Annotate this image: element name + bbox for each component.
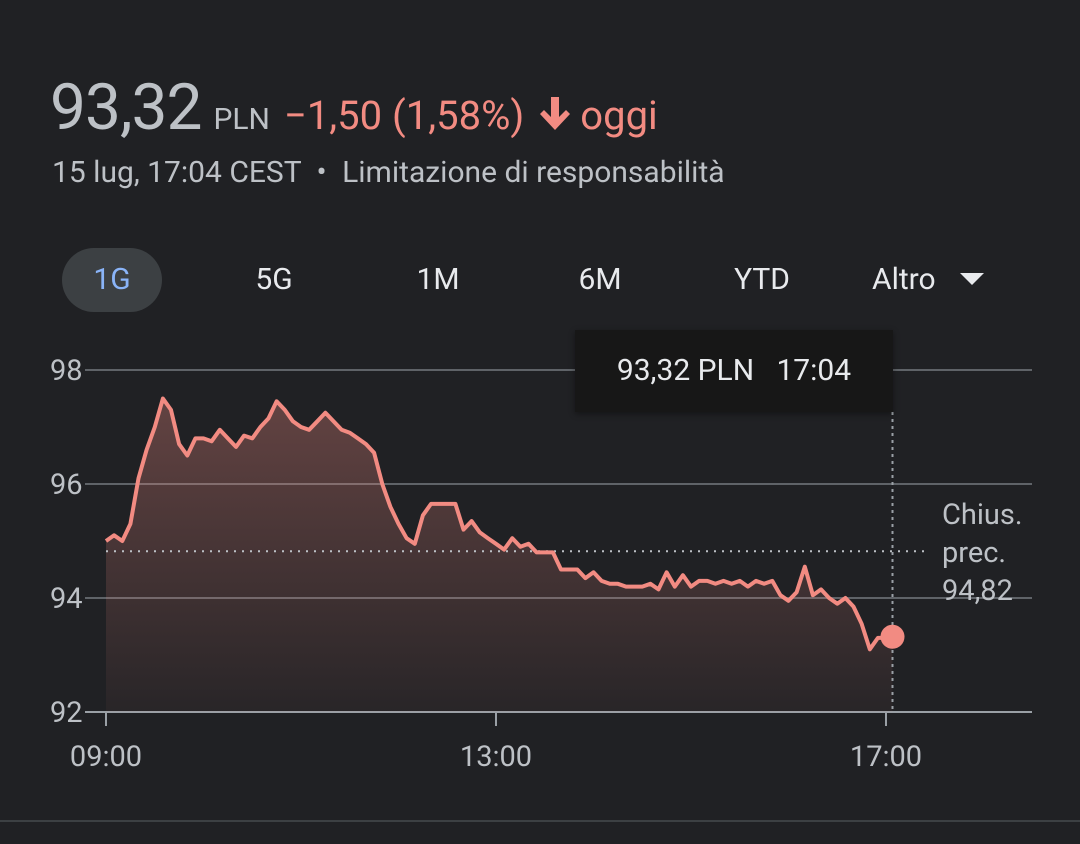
range-tabs: 1G 5G 1M 6M YTD Altro bbox=[62, 248, 1022, 312]
tab-ytd[interactable]: YTD bbox=[734, 262, 790, 297]
change-period: oggi bbox=[580, 92, 658, 139]
chart-tooltip: 93,32 PLN 17:04 bbox=[575, 330, 893, 412]
x-tick-label: 13:00 bbox=[460, 740, 532, 774]
more-label: Altro bbox=[872, 262, 936, 297]
tooltip-price: 93,32 PLN bbox=[616, 353, 755, 388]
price-chart[interactable]: 98 96 94 92 09:00 13:00 17:00 bbox=[0, 320, 1080, 780]
prev-close-line1: Chius. bbox=[942, 498, 1023, 532]
separator-dot: • bbox=[316, 155, 327, 190]
timestamp-row: 15 lug, 17:04 CEST • Limitazione di resp… bbox=[52, 155, 725, 190]
tab-1g[interactable]: 1G bbox=[62, 248, 162, 312]
prev-close-line2: prec. bbox=[942, 536, 1007, 570]
y-tick-label: 96 bbox=[50, 468, 83, 502]
y-tick-label: 98 bbox=[50, 354, 83, 388]
price-line bbox=[104, 396, 893, 652]
y-tick-label: 92 bbox=[50, 696, 83, 730]
prev-close-value: 94,82 bbox=[942, 574, 1013, 608]
price-area bbox=[106, 398, 893, 712]
price-change: −1,50 (1,58%) bbox=[283, 92, 525, 139]
current-price: 93,32 bbox=[50, 70, 202, 145]
x-tick-label: 09:00 bbox=[70, 740, 142, 774]
disclaimer-link[interactable]: Limitazione di responsabilità bbox=[342, 155, 725, 190]
tab-5g[interactable]: 5G bbox=[255, 262, 293, 297]
more-dropdown[interactable]: Altro bbox=[872, 248, 984, 312]
tooltip-time: 17:04 bbox=[776, 353, 852, 388]
arrow-down-icon bbox=[540, 97, 571, 131]
y-tick-label: 94 bbox=[50, 582, 83, 616]
x-tick-label: 17:00 bbox=[850, 740, 922, 774]
tab-6m[interactable]: 6M bbox=[578, 262, 622, 297]
timestamp: 15 lug, 17:04 CEST bbox=[52, 155, 302, 190]
current-point bbox=[880, 624, 905, 649]
currency-label: PLN bbox=[213, 102, 270, 137]
bottom-divider bbox=[0, 820, 1080, 822]
caret-down-icon bbox=[959, 273, 984, 286]
tab-1m[interactable]: 1M bbox=[416, 262, 460, 297]
price-header: 93,32 PLN −1,50 (1,58%) oggi bbox=[50, 70, 658, 145]
previous-close-label: Chius. prec. 94,82 bbox=[942, 496, 1023, 610]
